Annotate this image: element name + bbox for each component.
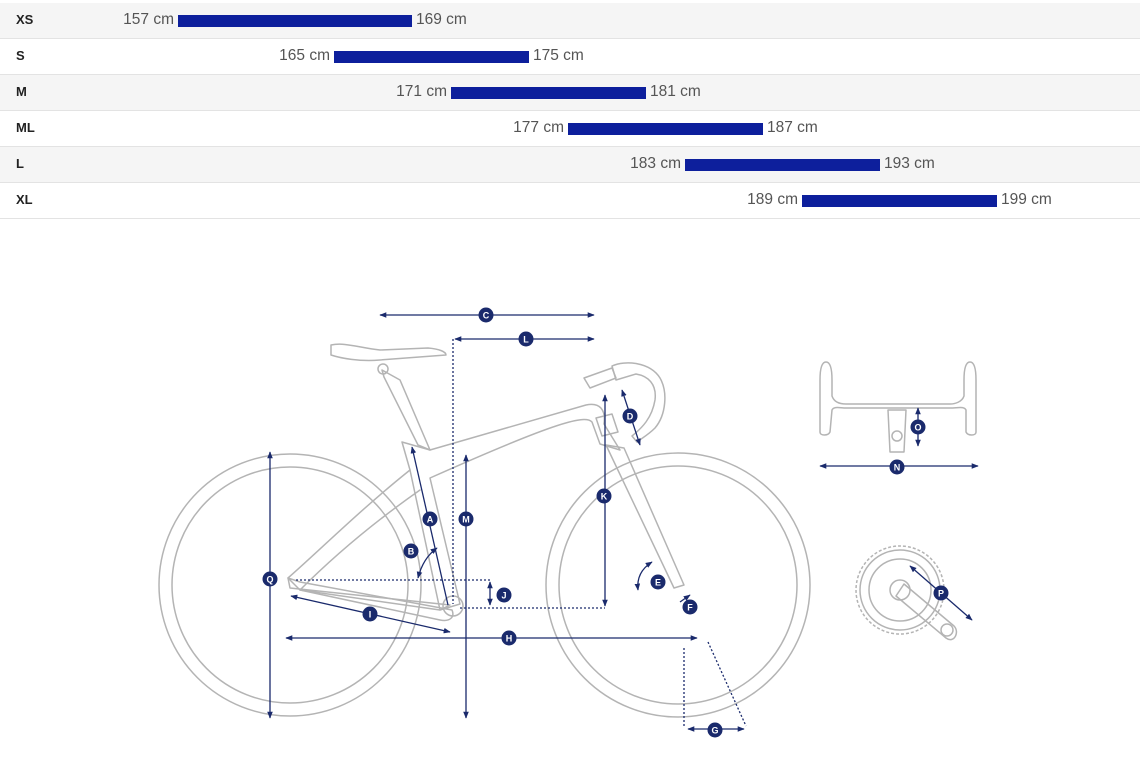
badge-e-label: E [655,578,661,588]
main-frame [401,403,621,611]
badge-g-label: G [711,726,718,736]
range-max-label: 175 cm [533,47,584,64]
range-max-label: 181 cm [650,83,701,100]
rear-wheel-inner [171,466,409,704]
crank-arm [895,583,958,641]
badge-m: M [458,511,474,527]
stem-bolt [891,430,903,442]
handlebar-outline [819,361,977,436]
saddle [330,343,447,362]
size-row-s: S 165 cm 175 cm [0,39,1140,75]
bike-outline [158,343,811,718]
badge-a-label: A [427,515,434,525]
size-range-bar [178,15,412,27]
badge-h: H [501,630,517,646]
badge-k: K [596,488,612,504]
badge-c-label: C [483,311,490,321]
front-wheel-outer [545,452,811,718]
size-row-xl: XL 189 cm 199 cm [0,183,1140,219]
badge-p-label: P [938,589,944,599]
badge-c: C [478,307,494,323]
guide-line-trail-right [707,641,747,727]
seat-post [381,369,431,451]
badge-h-label: H [506,634,513,644]
range-min-label: 165 cm [279,47,330,64]
badge-o: O [910,419,926,435]
size-range-bar [685,159,880,171]
range-max-label: 187 cm [767,119,818,136]
size-label: XL [16,192,33,207]
geometry-badges: A B C D E F G H I J K L M N O P Q [262,307,949,738]
range-min-label: 183 cm [630,155,681,172]
badge-n: N [889,459,905,475]
badge-g: G [707,722,723,738]
seat-clamp [377,363,389,375]
size-label: M [16,84,27,99]
size-range-bar [568,123,763,135]
front-wheel-inner [558,465,798,705]
size-row-xs: XS 157 cm 169 cm [0,3,1140,39]
size-row-ml: ML 177 cm 187 cm [0,111,1140,147]
range-max-label: 193 cm [884,155,935,172]
badge-a: A [422,511,438,527]
range-min-label: 171 cm [396,83,447,100]
dim-arc-b [416,547,438,579]
badge-j: J [496,587,512,603]
badge-f-label: F [687,603,693,613]
range-min-label: 177 cm [513,119,564,136]
badge-i: I [362,606,378,622]
dim-arc-e [634,561,653,591]
size-range-bar [334,51,529,63]
pedal-mount [940,623,954,637]
head-tube [595,413,619,437]
size-row-m: M 171 cm 181 cm [0,75,1140,111]
range-min-label: 189 cm [747,191,798,208]
badge-q: Q [262,571,278,587]
badge-e: E [650,574,666,590]
badge-n-label: N [894,463,901,473]
size-label: ML [16,120,35,135]
front-fork [605,444,685,589]
size-range-bar [451,87,646,99]
badge-p: P [933,585,949,601]
badge-f: F [682,599,698,615]
badge-m-label: M [462,515,470,525]
handlebar-stem-front [887,409,907,453]
size-row-l: L 183 cm 193 cm [0,147,1140,183]
badge-k-label: K [601,492,608,502]
handlebar-front-view [819,361,977,453]
badge-b: B [403,543,419,559]
badge-l: L [518,331,534,347]
stem [583,367,617,389]
badge-d: D [622,408,638,424]
range-min-label: 157 cm [123,11,174,28]
size-chart: XS 157 cm 169 cm S 165 cm 175 cm M 171 c… [0,3,1140,219]
badge-j-label: J [501,591,506,601]
badge-o-label: O [914,423,921,433]
badge-i-label: I [369,610,372,620]
size-label: XS [16,12,34,27]
dim-arrow-f [679,594,691,603]
badge-b-label: B [408,547,415,557]
badge-d-label: D [627,412,634,422]
range-max-label: 169 cm [416,11,467,28]
badge-l-label: L [523,335,529,345]
rear-wheel-outer [158,453,422,717]
badge-q-label: Q [266,575,273,585]
size-label: S [16,48,25,63]
size-range-bar [802,195,997,207]
range-max-label: 199 cm [1001,191,1052,208]
size-label: L [16,156,24,171]
drop-handlebar [611,362,666,443]
